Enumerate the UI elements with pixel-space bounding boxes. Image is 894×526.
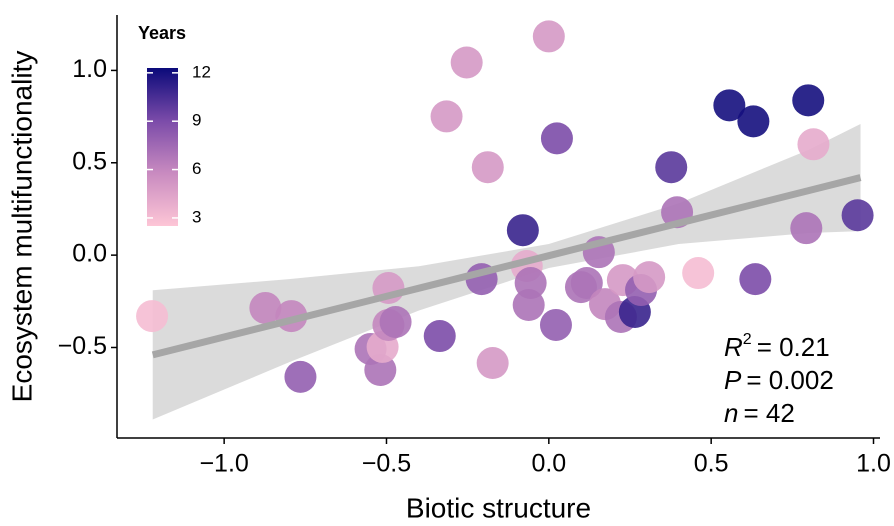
y-tick-label: 0.5 bbox=[72, 147, 107, 175]
annotation-text: = 0.002 bbox=[746, 365, 833, 395]
legend-title: Years bbox=[138, 23, 186, 43]
annotation: n = 42 bbox=[724, 398, 795, 428]
annotation-text: = 42 bbox=[743, 398, 794, 428]
point bbox=[423, 320, 456, 353]
point bbox=[379, 305, 412, 338]
y-axis-title: Ecosystem multifunctionality bbox=[6, 51, 37, 403]
annotation-superscript: 2 bbox=[743, 331, 752, 348]
point bbox=[514, 267, 547, 300]
point bbox=[737, 105, 770, 138]
point bbox=[284, 360, 317, 393]
point bbox=[532, 20, 565, 53]
point bbox=[249, 291, 282, 324]
x-axis-title: Biotic structure bbox=[406, 492, 591, 523]
point bbox=[655, 151, 688, 184]
point bbox=[450, 46, 483, 79]
annotation: P = 0.002 bbox=[724, 365, 834, 395]
point bbox=[739, 263, 772, 296]
point bbox=[682, 257, 715, 290]
confidence-band bbox=[152, 123, 861, 420]
color-bar bbox=[147, 68, 178, 226]
annotation-symbol: R bbox=[724, 332, 743, 362]
y-tick-label: 1.0 bbox=[72, 55, 107, 83]
point bbox=[476, 347, 509, 380]
point bbox=[136, 300, 169, 333]
color-bar-label: 3 bbox=[192, 207, 201, 226]
annotation-symbol: P bbox=[724, 365, 742, 395]
point bbox=[539, 308, 572, 341]
y-tick-label: 0.0 bbox=[72, 240, 107, 268]
point bbox=[633, 261, 666, 294]
point bbox=[790, 212, 823, 245]
point bbox=[364, 354, 397, 387]
point bbox=[841, 199, 874, 232]
x-tick-label: 0.5 bbox=[694, 450, 729, 478]
point bbox=[570, 267, 603, 300]
point bbox=[792, 84, 825, 117]
point bbox=[471, 151, 504, 184]
color-bar-label: 12 bbox=[192, 62, 211, 81]
point bbox=[430, 100, 463, 133]
y-tick-label: −0.5 bbox=[58, 332, 107, 360]
fit-line bbox=[151, 174, 862, 359]
annotation-text: = 0.21 bbox=[757, 332, 830, 362]
point bbox=[540, 122, 573, 155]
x-tick-label: −0.5 bbox=[362, 450, 411, 478]
x-tick-label: 1.0 bbox=[856, 450, 891, 478]
x-tick-label: −1.0 bbox=[199, 450, 248, 478]
point bbox=[713, 89, 746, 122]
x-tick-label: 0.0 bbox=[531, 450, 566, 478]
point bbox=[797, 128, 830, 161]
color-bar-label: 9 bbox=[192, 111, 201, 130]
point bbox=[506, 214, 539, 247]
color-bar-label: 6 bbox=[192, 159, 201, 178]
annotation-symbol: n bbox=[724, 398, 738, 428]
annotation: R2 = 0.21 bbox=[724, 331, 830, 362]
